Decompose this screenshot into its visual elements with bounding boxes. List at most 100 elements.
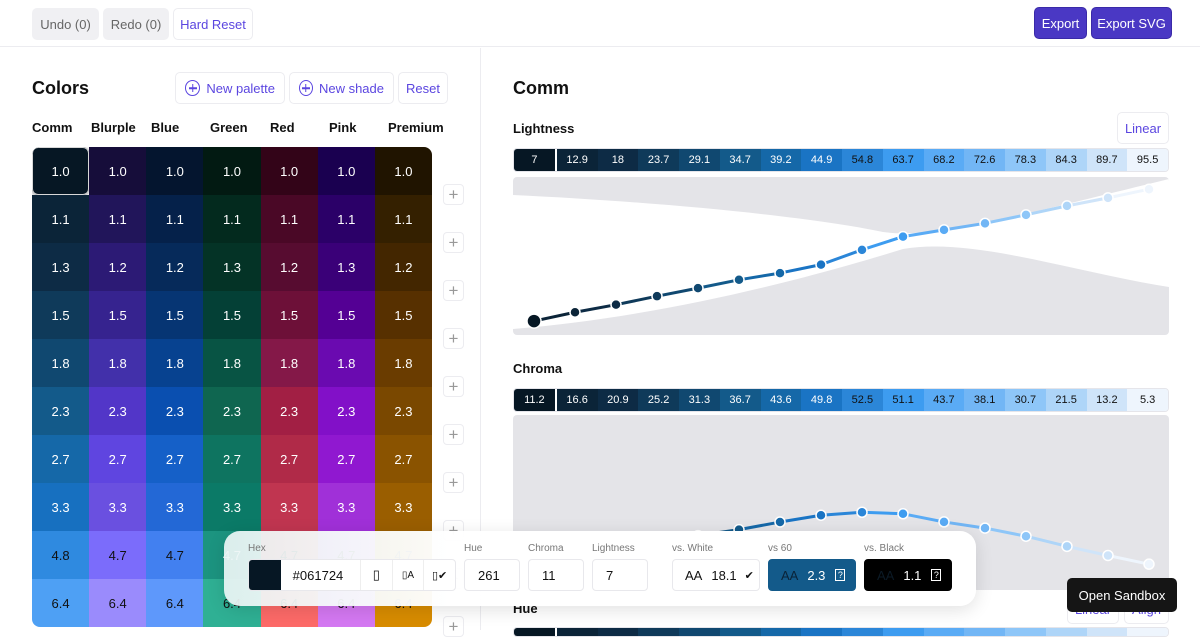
curve-point[interactable]	[897, 508, 909, 520]
shade-value[interactable]	[1086, 628, 1128, 636]
shade-value[interactable]: 21.5	[1045, 389, 1087, 411]
curve-point[interactable]	[733, 274, 745, 286]
add-shade-button[interactable]: +	[443, 232, 464, 253]
new-shade-button[interactable]: New shade	[289, 72, 394, 104]
color-swatch-cell[interactable]: 4.7	[89, 531, 147, 579]
color-swatch-cell[interactable]: 3.3	[203, 483, 261, 531]
color-swatch-cell[interactable]: 2.3	[203, 387, 261, 435]
color-swatch-cell[interactable]: 1.2	[374, 243, 432, 291]
export-svg-button[interactable]: Export SVG	[1091, 7, 1172, 39]
lightness-input[interactable]: 7	[592, 559, 648, 591]
color-swatch-cell[interactable]: 1.5	[374, 291, 432, 339]
color-swatch-cell[interactable]: 2.3	[89, 387, 147, 435]
curve-point[interactable]	[1020, 209, 1032, 221]
color-swatch-cell[interactable]: 2.3	[146, 387, 204, 435]
color-swatch-cell[interactable]: 1.1	[89, 195, 147, 243]
curve-point[interactable]	[651, 290, 663, 302]
curve-point[interactable]	[526, 313, 542, 329]
color-swatch-cell[interactable]: 1.8	[146, 339, 204, 387]
shade-value[interactable]: 30.7	[1005, 389, 1046, 411]
color-swatch-cell[interactable]: 1.8	[203, 339, 261, 387]
color-swatch-cell[interactable]: 1.1	[374, 195, 432, 243]
color-swatch-cell[interactable]: 1.2	[260, 243, 318, 291]
lightness-linear-button[interactable]: Linear	[1117, 112, 1169, 144]
shade-value[interactable]	[514, 628, 557, 636]
add-shade-button[interactable]: +	[443, 472, 464, 493]
curve-point[interactable]	[979, 522, 991, 534]
curve-point[interactable]	[610, 298, 622, 311]
color-swatch-cell[interactable]: 1.3	[203, 243, 261, 291]
color-swatch-cell[interactable]: 1.8	[32, 339, 90, 387]
color-swatch-cell[interactable]: 2.7	[89, 435, 147, 483]
curve-point[interactable]	[692, 282, 704, 294]
reset-button[interactable]: Reset	[398, 72, 448, 104]
open-sandbox-tooltip[interactable]: Open Sandbox	[1067, 578, 1177, 612]
color-swatch-cell[interactable]: 1.5	[146, 291, 204, 339]
shade-value[interactable]: 72.6	[964, 149, 1005, 171]
color-swatch-cell[interactable]: 1.1	[203, 195, 261, 243]
chroma-input[interactable]: 11	[528, 559, 584, 591]
color-swatch-cell[interactable]: 2.3	[317, 387, 375, 435]
color-swatch-cell[interactable]: 3.3	[374, 483, 432, 531]
color-swatch-cell[interactable]: 1.2	[89, 243, 147, 291]
hex-input[interactable]: #061724	[292, 567, 344, 583]
color-swatch-cell[interactable]: 2.3	[374, 387, 432, 435]
shade-value[interactable]	[1045, 628, 1087, 636]
color-swatch-cell[interactable]: 1.1	[317, 195, 375, 243]
palette-header[interactable]: Premium	[388, 120, 444, 135]
add-shade-button[interactable]: +	[443, 424, 464, 445]
shade-value[interactable]: 29.1	[679, 149, 720, 171]
hex-field[interactable]: #061724 ▯ ▯A ▯✔	[248, 559, 456, 591]
curve-point[interactable]	[1061, 540, 1073, 553]
curve-point[interactable]	[1020, 530, 1032, 542]
color-swatch-cell[interactable]: 1.5	[32, 291, 90, 339]
copy-clipboard-icon[interactable]: ▯	[359, 560, 392, 590]
shade-value[interactable]: 52.5	[842, 389, 883, 411]
color-swatch-cell[interactable]: 3.3	[32, 483, 90, 531]
shade-value[interactable]	[556, 628, 598, 636]
palette-header[interactable]: Green	[210, 120, 248, 135]
color-swatch-cell[interactable]: 1.5	[89, 291, 147, 339]
shade-value[interactable]: 54.8	[842, 149, 883, 171]
shade-value[interactable]: 20.9	[597, 389, 639, 411]
shade-value[interactable]	[801, 628, 842, 636]
color-swatch-cell[interactable]: 1.0	[374, 147, 432, 195]
add-shade-button[interactable]: +	[443, 328, 464, 349]
curve-point[interactable]	[1143, 183, 1155, 195]
shade-value[interactable]: 43.7	[923, 389, 965, 411]
shade-value[interactable]: 12.9	[556, 149, 598, 171]
add-shade-button[interactable]: +	[443, 184, 464, 205]
color-swatch-cell[interactable]: 1.1	[32, 195, 90, 243]
shade-value[interactable]: 84.3	[1045, 149, 1087, 171]
color-swatch-cell[interactable]: 6.4	[89, 579, 147, 627]
shade-value[interactable]: 16.6	[556, 389, 598, 411]
curve-point[interactable]	[1102, 549, 1114, 562]
shade-value[interactable]: 49.8	[801, 389, 842, 411]
color-swatch-cell[interactable]: 1.0	[32, 147, 90, 195]
shade-value[interactable]: 11.2	[514, 389, 557, 411]
shade-value[interactable]: 43.6	[760, 389, 802, 411]
curve-point[interactable]	[1102, 192, 1114, 204]
color-swatch-cell[interactable]: 1.5	[317, 291, 375, 339]
shade-value[interactable]: 23.7	[638, 149, 679, 171]
shade-value[interactable]	[923, 628, 965, 636]
curve-point[interactable]	[938, 516, 950, 528]
shade-value[interactable]: 38.1	[964, 389, 1005, 411]
color-swatch-cell[interactable]: 2.7	[374, 435, 432, 483]
color-swatch-cell[interactable]: 1.3	[317, 243, 375, 291]
shade-value[interactable]	[719, 628, 761, 636]
curve-point[interactable]	[856, 244, 868, 256]
color-swatch-cell[interactable]: 1.0	[89, 147, 147, 195]
color-swatch-cell[interactable]: 2.3	[32, 387, 90, 435]
hue-input[interactable]: 261	[464, 559, 520, 591]
curve-point[interactable]	[774, 516, 786, 528]
shade-value[interactable]	[679, 628, 720, 636]
shade-value[interactable]	[760, 628, 802, 636]
curve-point[interactable]	[774, 267, 786, 279]
add-shade-button[interactable]: +	[443, 280, 464, 301]
color-swatch-cell[interactable]: 2.7	[32, 435, 90, 483]
shade-value[interactable]: 89.7	[1086, 149, 1128, 171]
color-swatch-cell[interactable]: 4.8	[32, 531, 90, 579]
color-swatch-cell[interactable]: 4.7	[146, 531, 204, 579]
curve-point[interactable]	[1061, 200, 1073, 212]
